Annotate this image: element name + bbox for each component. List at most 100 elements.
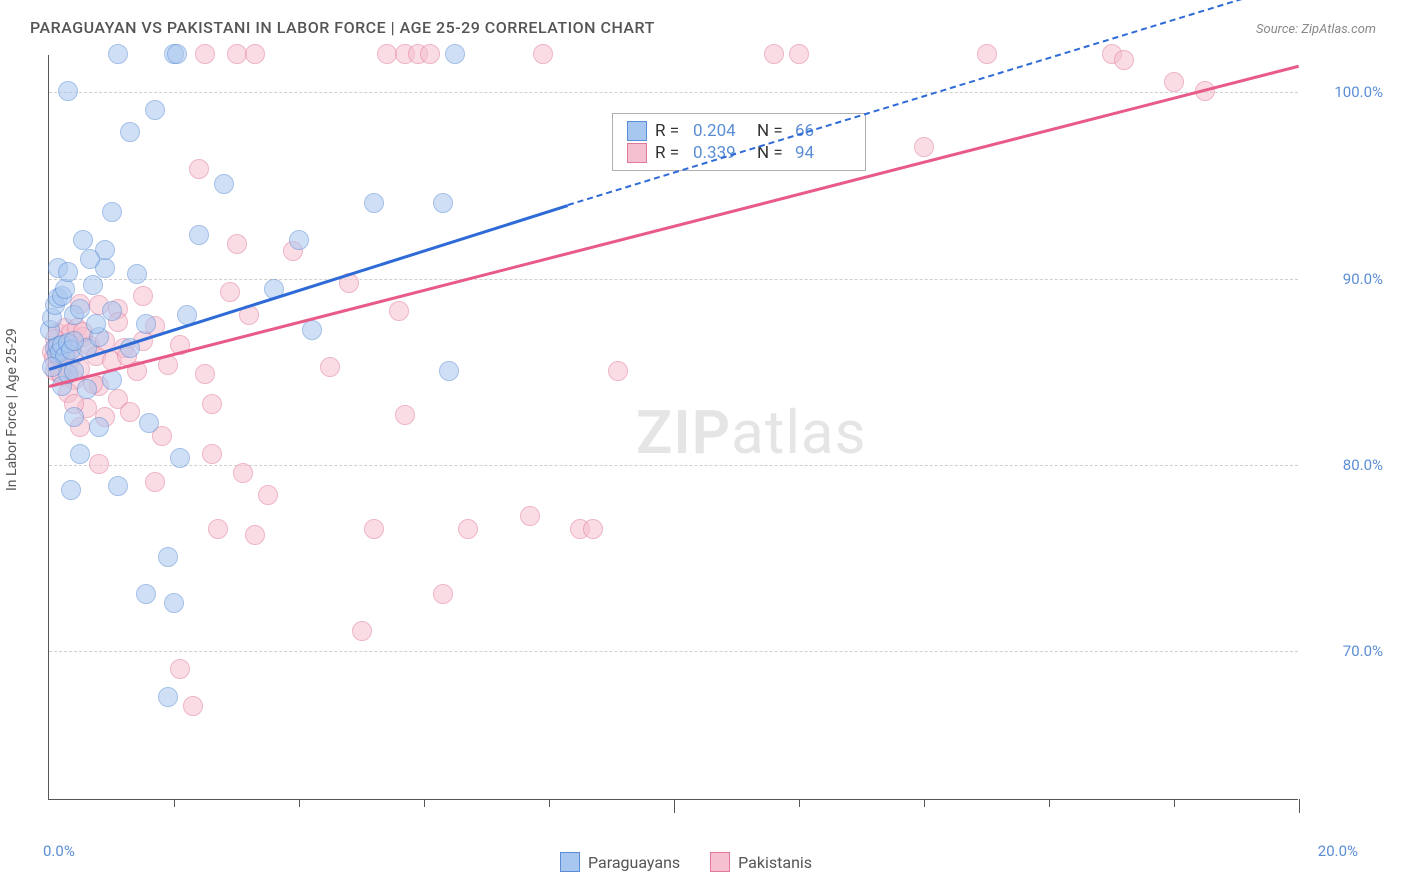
point-pakistani bbox=[258, 485, 278, 505]
legend-item: Pakistanis bbox=[710, 852, 812, 872]
point-pakistani bbox=[395, 405, 415, 425]
point-paraguayan bbox=[136, 584, 156, 604]
point-pakistani bbox=[977, 44, 997, 64]
point-pakistani bbox=[1114, 50, 1134, 70]
xtick-minor bbox=[174, 799, 175, 807]
point-paraguayan bbox=[83, 275, 103, 295]
point-paraguayan bbox=[158, 547, 178, 567]
point-pakistani bbox=[195, 364, 215, 384]
point-pakistani bbox=[1164, 72, 1184, 92]
point-pakistani bbox=[352, 621, 372, 641]
point-pakistani bbox=[133, 286, 153, 306]
watermark: ZIPatlas bbox=[636, 397, 867, 468]
xtick-minor bbox=[1049, 799, 1050, 807]
legend-text: R = bbox=[655, 143, 685, 163]
xtick-minor bbox=[1174, 799, 1175, 807]
point-pakistani bbox=[183, 696, 203, 716]
point-paraguayan bbox=[86, 314, 106, 334]
point-pakistani bbox=[377, 44, 397, 64]
point-pakistani bbox=[320, 357, 340, 377]
source-label: Source: ZipAtlas.com bbox=[1256, 22, 1376, 37]
legend-stat-row: R =0.204N =66 bbox=[627, 120, 851, 142]
xtick-minor bbox=[799, 799, 800, 807]
point-pakistani bbox=[245, 525, 265, 545]
point-pakistani bbox=[583, 519, 603, 539]
point-pakistani bbox=[227, 234, 247, 254]
point-paraguayan bbox=[102, 202, 122, 222]
trendline-paraguayan-extrap bbox=[567, 0, 1299, 206]
point-pakistani bbox=[202, 394, 222, 414]
gridline bbox=[49, 92, 1298, 93]
point-paraguayan bbox=[145, 100, 165, 120]
legend-swatch bbox=[627, 121, 647, 141]
legend-item: Paraguayans bbox=[560, 852, 680, 872]
point-pakistani bbox=[208, 519, 228, 539]
xtick-label-left: 0.0% bbox=[43, 842, 75, 860]
point-paraguayan bbox=[58, 262, 78, 282]
point-paraguayan bbox=[158, 687, 178, 707]
point-pakistani bbox=[195, 44, 215, 64]
point-paraguayan bbox=[89, 417, 109, 437]
point-paraguayan bbox=[445, 44, 465, 64]
legend-text: R = bbox=[655, 121, 685, 141]
point-paraguayan bbox=[364, 193, 384, 213]
gridline bbox=[49, 279, 1298, 280]
ytick-label: 80.0% bbox=[1343, 456, 1383, 474]
point-pakistani bbox=[145, 472, 165, 492]
point-pakistani bbox=[170, 659, 190, 679]
point-paraguayan bbox=[77, 379, 97, 399]
xtick-minor bbox=[424, 799, 425, 807]
chart-title: PARAGUAYAN VS PAKISTANI IN LABOR FORCE |… bbox=[30, 18, 655, 37]
point-pakistani bbox=[420, 44, 440, 64]
point-paraguayan bbox=[433, 193, 453, 213]
legend-stats: R =0.204N =66R =0.339N =94 bbox=[612, 113, 866, 171]
point-pakistani bbox=[458, 519, 478, 539]
point-pakistani bbox=[608, 361, 628, 381]
plot-area: ZIPatlas R =0.204N =66R =0.339N =94 70.0… bbox=[48, 55, 1298, 800]
ytick-label: 90.0% bbox=[1343, 270, 1383, 288]
xtick-label-right: 20.0% bbox=[1318, 842, 1358, 860]
legend-swatch bbox=[560, 852, 580, 872]
point-paraguayan bbox=[289, 230, 309, 250]
point-paraguayan bbox=[214, 174, 234, 194]
point-paraguayan bbox=[108, 476, 128, 496]
point-pakistani bbox=[202, 444, 222, 464]
point-pakistani bbox=[245, 44, 265, 64]
point-paraguayan bbox=[189, 225, 209, 245]
point-paraguayan bbox=[70, 299, 90, 319]
point-paraguayan bbox=[439, 361, 459, 381]
point-pakistani bbox=[233, 463, 253, 483]
xtick-major bbox=[674, 799, 675, 813]
legend-label: Pakistanis bbox=[738, 853, 812, 872]
point-paraguayan bbox=[167, 44, 187, 64]
point-paraguayan bbox=[120, 122, 140, 142]
point-paraguayan bbox=[139, 413, 159, 433]
point-paraguayan bbox=[164, 593, 184, 613]
point-pakistani bbox=[764, 44, 784, 64]
point-paraguayan bbox=[80, 249, 100, 269]
legend-text: 94 bbox=[795, 143, 851, 163]
point-paraguayan bbox=[136, 314, 156, 334]
y-axis-label: In Labor Force | Age 25-29 bbox=[4, 328, 20, 491]
point-paraguayan bbox=[302, 320, 322, 340]
xtick-minor bbox=[549, 799, 550, 807]
point-pakistani bbox=[533, 44, 553, 64]
point-pakistani bbox=[220, 282, 240, 302]
legend-text: 0.204 bbox=[693, 121, 749, 141]
point-pakistani bbox=[120, 402, 140, 422]
ytick-label: 100.0% bbox=[1334, 83, 1383, 101]
legend-swatch bbox=[710, 852, 730, 872]
point-pakistani bbox=[914, 137, 934, 157]
legend-swatch bbox=[627, 143, 647, 163]
point-pakistani bbox=[389, 301, 409, 321]
legend-label: Paraguayans bbox=[588, 853, 680, 872]
point-pakistani bbox=[89, 454, 109, 474]
legend-series: Paraguayans Pakistanis bbox=[560, 852, 812, 872]
trendline-paraguayan bbox=[49, 204, 568, 370]
point-pakistani bbox=[520, 506, 540, 526]
xtick-major bbox=[1299, 799, 1300, 813]
point-paraguayan bbox=[127, 264, 147, 284]
point-paraguayan bbox=[64, 407, 84, 427]
xtick-minor bbox=[924, 799, 925, 807]
point-pakistani bbox=[189, 159, 209, 179]
